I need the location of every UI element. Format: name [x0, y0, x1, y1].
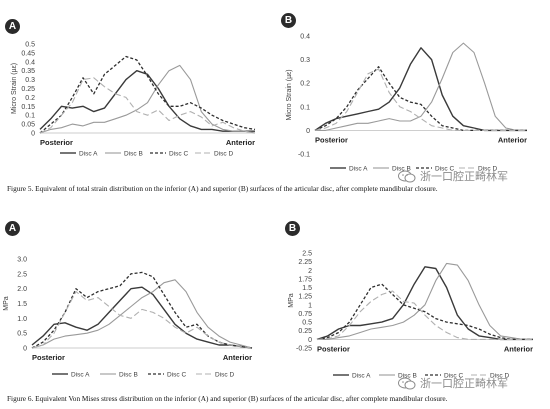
y-axis-label: Micro Strain (µε) — [11, 63, 18, 114]
watermark-text: 浙一口腔正畸林军 — [420, 170, 508, 183]
series-line-disc-d — [39, 77, 256, 134]
x-label-anterior: Anterior — [223, 353, 252, 362]
y-tick-label: 0.4 — [300, 34, 310, 41]
y-axis-label: Micro Strain (µε) — [286, 69, 293, 120]
y-tick-label: 1.0 — [17, 316, 27, 323]
series-line-disc-c — [316, 283, 533, 341]
legend-label: Disc D — [478, 166, 497, 173]
y-tick-label: 0.5 — [302, 320, 312, 327]
wechat-icon — [398, 377, 416, 390]
series-line-disc-b — [39, 64, 256, 134]
y-tick-label: 0.3 — [25, 77, 35, 84]
fig6-panel-a-badge: A — [5, 221, 20, 236]
legend-label: Disc C — [169, 151, 188, 158]
legend-label: Disc B — [119, 372, 138, 379]
y-axis-label: MPa — [288, 293, 295, 308]
legend-label: Disc D — [490, 373, 509, 380]
series-line-disc-a — [314, 47, 527, 132]
legend-label: Disc C — [435, 166, 454, 173]
y-tick-label: 0.15 — [21, 104, 35, 111]
y-tick-label: 0.25 — [21, 86, 35, 93]
x-label-anterior: Anterior — [226, 138, 255, 147]
fig5-panel-b-badge: B — [281, 13, 296, 28]
y-tick-label: 1.5 — [17, 301, 27, 308]
y-tick-label: 1.75 — [298, 276, 312, 283]
y-tick-label: 0.3 — [300, 57, 310, 64]
y-axis-label: MPa — [3, 296, 10, 311]
legend-label: Disc C — [167, 372, 186, 379]
fig5-panel-b: B -0.1 0 0.1 0.2 0.3 0.4 Micro Strain (µε) Post… — [275, 0, 550, 178]
x-label-anterior: Anterior — [504, 344, 533, 353]
fig5-panel-a: A 0 0.05 0.1 0.15 0.2 0.25 0.3 0.35 0.4 0.45 0.5 Mi… — [0, 0, 275, 178]
y-tick-label: 1.5 — [302, 285, 312, 292]
fig5-panel-a-badge: A — [5, 19, 20, 34]
y-tick-label: 0 — [308, 337, 312, 344]
y-tick-label: 0.5 — [17, 331, 27, 338]
y-tick-label: 0 — [23, 346, 27, 353]
fig5-chart-a: 0 0.05 0.1 0.15 0.2 0.25 0.3 0.35 0.4 0.450.5 Micr… — [11, 42, 256, 158]
y-tick-label: -0.1 — [298, 152, 310, 159]
fig5-chart-b: -0.1 0 0.1 0.2 0.3 0.4 Micro Strain (µε) Poster… — [286, 34, 527, 173]
y-tick-label: 2.5 — [17, 271, 27, 278]
y-tick-label: 0.2 — [300, 81, 310, 88]
series-line-disc-b — [31, 279, 253, 349]
legend-label: Disc C — [444, 373, 463, 380]
legend-label: Disc D — [214, 151, 233, 158]
legend-label: Disc D — [215, 372, 234, 379]
wechat-icon — [398, 170, 416, 183]
fig6-panel-a: A 0 0.5 1.0 1.5 2.0 2.5 3.0 MPa Posterior Anterio… — [0, 212, 275, 392]
y-tick-label: 0.4 — [25, 59, 35, 66]
series-line-disc-a — [39, 70, 255, 132]
y-tick-label: 2 — [308, 268, 312, 275]
y-tick-label: 2.0 — [17, 286, 27, 293]
y-tick-label: 0.45 — [21, 50, 35, 57]
y-tick-label: 0.5 — [25, 42, 35, 49]
y-tick-label: 0.35 — [21, 68, 35, 75]
legend-label: Disc A — [79, 151, 98, 158]
legend-label: Disc A — [349, 166, 368, 173]
series-line-disc-c — [314, 66, 527, 132]
legend-label: Disc A — [352, 373, 371, 380]
y-tick-label: 0.2 — [25, 95, 35, 102]
x-label-anterior: Anterior — [498, 135, 527, 144]
series-line-disc-b — [315, 42, 527, 131]
y-tick-label: 0.25 — [298, 328, 312, 335]
series-line-disc-d — [31, 291, 253, 349]
y-tick-label: 2.5 — [302, 251, 312, 258]
fig6-chart-a: 0 0.5 1.0 1.5 2.0 2.5 3.0 MPa Posterior Anterior D… — [3, 257, 253, 379]
y-tick-label: 3.0 — [17, 257, 27, 264]
fig6-chart-b: -0.25 0 0.250.5 0.75 11.25 1.5 1.752 2.252.5 MPa… — [288, 251, 533, 380]
y-tick-label: 0 — [31, 131, 35, 138]
legend-label: Disc A — [71, 372, 90, 379]
legend-label: Disc B — [392, 166, 411, 173]
y-tick-label: 1 — [308, 302, 312, 309]
y-tick-label: 0.75 — [298, 311, 312, 318]
series-line-disc-a — [316, 266, 533, 341]
legend-label: Disc B — [124, 151, 143, 158]
series-line-disc-a — [31, 286, 253, 349]
y-tick-label: 0.1 — [25, 113, 35, 120]
x-label-posterior: Posterior — [315, 135, 348, 144]
y-tick-label: -0.25 — [296, 346, 312, 353]
x-label-posterior: Posterior — [317, 344, 350, 353]
legend-label: Disc B — [398, 373, 417, 380]
y-tick-label: 0.1 — [300, 104, 310, 111]
series-line-disc-c — [39, 55, 256, 134]
series-line-disc-d — [316, 290, 533, 340]
y-tick-label: 1.25 — [298, 294, 312, 301]
fig5-caption: Figure 5. Equivalent of total strain dis… — [7, 184, 438, 193]
fig6-panel-b: B -0.25 0 0.25 0.5 0.75 1 1.25 1.5 1.75 2 2.25 2.5 M… — [275, 212, 550, 392]
watermark-text: 浙一口腔正畸林军 — [420, 377, 508, 390]
x-label-posterior: Posterior — [32, 353, 65, 362]
series-line-disc-d — [314, 68, 527, 131]
fig6-panel-b-badge: B — [285, 221, 300, 236]
y-tick-label: 0 — [306, 128, 310, 135]
series-line-disc-b — [317, 262, 533, 340]
x-label-posterior: Posterior — [40, 138, 73, 147]
y-tick-label: 0.05 — [21, 122, 35, 129]
y-tick-label: 2.25 — [298, 259, 312, 266]
fig6-caption: Figure 6. Equivalent Von Mises stress di… — [7, 394, 448, 403]
